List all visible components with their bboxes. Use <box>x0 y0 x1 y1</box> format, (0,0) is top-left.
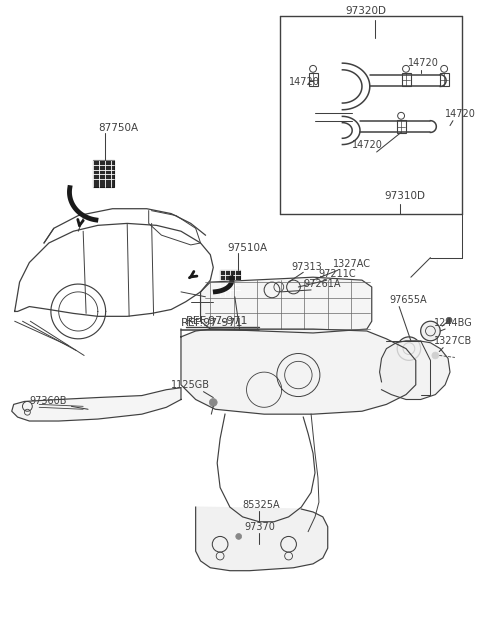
Text: 97655A: 97655A <box>389 295 427 304</box>
Bar <box>220 270 240 296</box>
Circle shape <box>420 321 440 341</box>
Circle shape <box>446 317 452 323</box>
Text: 97313: 97313 <box>291 262 322 272</box>
Text: 14720: 14720 <box>445 109 476 119</box>
Text: 85325A: 85325A <box>242 500 280 510</box>
Polygon shape <box>181 329 416 414</box>
Text: 87750A: 87750A <box>98 123 138 133</box>
Circle shape <box>397 337 420 360</box>
Text: 97360B: 97360B <box>29 396 67 406</box>
Text: 97261A: 97261A <box>303 279 341 289</box>
Bar <box>309 73 318 86</box>
Text: 97510A: 97510A <box>227 243 267 253</box>
Polygon shape <box>12 387 181 421</box>
Polygon shape <box>196 507 328 571</box>
Polygon shape <box>380 341 450 399</box>
Text: 1125GB: 1125GB <box>171 380 210 390</box>
Bar <box>440 73 449 86</box>
Circle shape <box>236 533 241 540</box>
Circle shape <box>432 352 439 359</box>
Text: 1327CB: 1327CB <box>434 336 473 346</box>
Text: REF.97-971: REF.97-971 <box>181 318 243 328</box>
Bar <box>402 73 411 86</box>
Text: 97310D: 97310D <box>384 191 425 201</box>
Text: 97211C: 97211C <box>318 269 356 279</box>
Text: REF.97-971: REF.97-971 <box>186 316 248 326</box>
Bar <box>397 120 406 133</box>
Text: 1327AC: 1327AC <box>333 260 371 269</box>
Text: 1244BG: 1244BG <box>434 318 473 328</box>
Text: 97370: 97370 <box>245 521 276 532</box>
Bar <box>93 160 114 187</box>
Text: 14720: 14720 <box>352 140 383 150</box>
Circle shape <box>209 399 217 406</box>
Text: 97320D: 97320D <box>345 6 386 16</box>
Text: 14720: 14720 <box>288 77 320 87</box>
Text: 14720: 14720 <box>408 58 439 68</box>
Polygon shape <box>201 277 372 333</box>
